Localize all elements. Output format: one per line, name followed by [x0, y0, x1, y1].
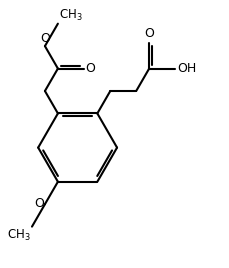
Text: O: O [40, 32, 50, 45]
Text: O: O [85, 62, 95, 75]
Text: O: O [144, 27, 153, 40]
Text: CH$_3$: CH$_3$ [59, 8, 82, 23]
Text: CH$_3$: CH$_3$ [7, 228, 31, 243]
Text: O: O [34, 196, 44, 210]
Text: OH: OH [176, 62, 195, 75]
